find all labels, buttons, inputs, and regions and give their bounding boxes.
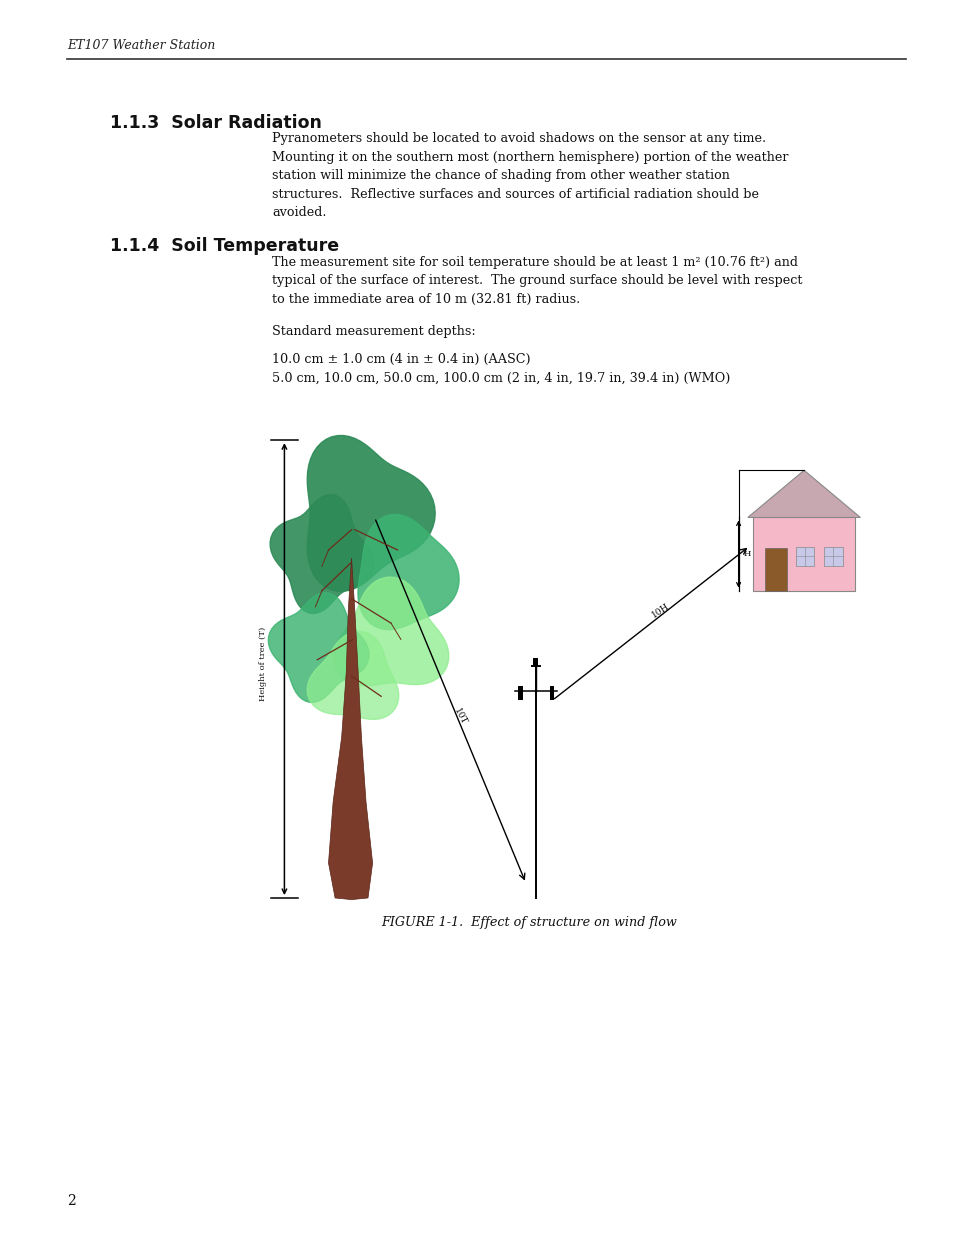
Polygon shape xyxy=(357,514,458,630)
Polygon shape xyxy=(328,558,373,899)
Text: H: H xyxy=(743,550,750,558)
Bar xyxy=(795,547,814,566)
Bar xyxy=(752,517,854,590)
Text: 10.0 cm ± 1.0 cm (4 in ± 0.4 in) (AASC)
5.0 cm, 10.0 cm, 50.0 cm, 100.0 cm (2 in: 10.0 cm ± 1.0 cm (4 in ± 0.4 in) (AASC) … xyxy=(272,353,729,385)
Polygon shape xyxy=(307,436,435,592)
Bar xyxy=(764,548,786,590)
Text: FIGURE 1-1.  Effect of structure on wind flow: FIGURE 1-1. Effect of structure on wind … xyxy=(381,916,677,930)
Bar xyxy=(533,658,537,666)
Text: Height of tree (T): Height of tree (T) xyxy=(258,626,267,701)
Bar xyxy=(549,685,554,700)
Text: 10H: 10H xyxy=(650,601,671,620)
Polygon shape xyxy=(268,593,369,703)
Bar xyxy=(517,685,522,700)
Text: Standard measurement depths:: Standard measurement depths: xyxy=(272,325,476,338)
Text: 1.1.3  Solar Radiation: 1.1.3 Solar Radiation xyxy=(110,114,321,132)
Text: ET107 Weather Station: ET107 Weather Station xyxy=(67,38,214,52)
Polygon shape xyxy=(747,471,860,517)
Polygon shape xyxy=(307,631,398,720)
Text: 10T: 10T xyxy=(452,706,468,726)
Text: 1.1.4  Soil Temperature: 1.1.4 Soil Temperature xyxy=(110,237,338,256)
Text: 2: 2 xyxy=(67,1194,75,1208)
Text: The measurement site for soil temperature should be at least 1 m² (10.76 ft²) an: The measurement site for soil temperatur… xyxy=(272,256,801,305)
Text: Pyranometers should be located to avoid shadows on the sensor at any time.
Mount: Pyranometers should be located to avoid … xyxy=(272,132,787,219)
Polygon shape xyxy=(334,577,448,685)
Polygon shape xyxy=(270,495,374,614)
Bar xyxy=(823,547,841,566)
